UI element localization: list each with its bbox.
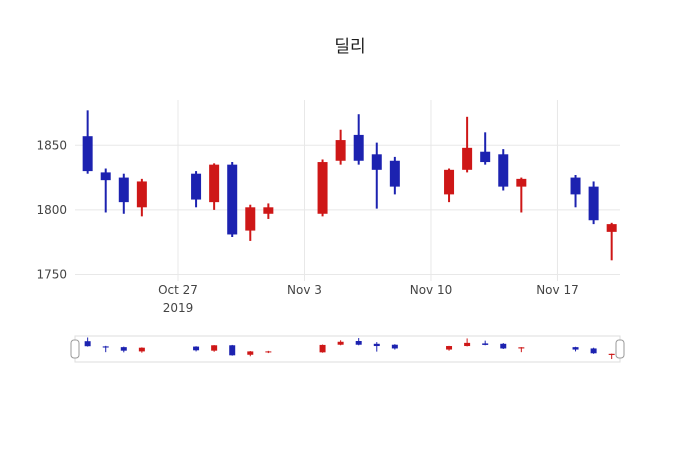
rangeslider-candle-body bbox=[482, 343, 489, 345]
rangeslider-candle-body bbox=[102, 346, 109, 348]
rangeslider-candle-body bbox=[265, 351, 272, 353]
candle-body bbox=[389, 160, 400, 187]
candle-body bbox=[588, 186, 599, 221]
rangeslider-handle-right[interactable] bbox=[615, 339, 625, 359]
rangeslider-candle-body bbox=[464, 342, 471, 347]
candle-body bbox=[335, 140, 346, 161]
y-tick-label: 1800 bbox=[36, 203, 67, 217]
candle-body bbox=[462, 147, 473, 170]
y-tick-label: 1750 bbox=[36, 268, 67, 282]
rangeslider-candle-body bbox=[337, 341, 344, 345]
rangeslider-candle-body bbox=[590, 348, 597, 354]
candle-body bbox=[209, 164, 220, 203]
candle-body bbox=[263, 207, 274, 214]
x-tick-label: Nov 17 bbox=[536, 283, 579, 297]
rangeslider-candle-body bbox=[355, 341, 362, 345]
x-tick-label: Nov 3 bbox=[287, 283, 322, 297]
rangeslider-candle-body bbox=[608, 353, 615, 355]
rangeslider-candle-body bbox=[572, 347, 579, 350]
rangeslider-candle-body bbox=[120, 347, 127, 351]
candle-body bbox=[516, 178, 527, 187]
candle-body bbox=[227, 164, 238, 235]
rangeslider-candle-body bbox=[446, 346, 453, 350]
x-tick-label: Oct 27 bbox=[158, 283, 198, 297]
candle-body bbox=[606, 224, 617, 232]
rangeslider-candle-body bbox=[391, 344, 398, 349]
rangeslider-candle-body bbox=[319, 344, 326, 353]
chart-title: 딜리 bbox=[334, 37, 366, 57]
rangeslider-candle-body bbox=[84, 341, 91, 347]
y-tick-label: 1850 bbox=[36, 138, 67, 152]
x-tick-sublabel: 2019 bbox=[163, 301, 194, 315]
candle-body bbox=[82, 136, 93, 172]
rangeslider-candle-body bbox=[138, 347, 145, 352]
candle-body bbox=[100, 172, 111, 181]
x-tick-label: Nov 10 bbox=[410, 283, 453, 297]
rangeslider-candle-body bbox=[500, 343, 507, 349]
candle-body bbox=[371, 154, 382, 170]
candle-body bbox=[136, 181, 147, 208]
candle-body bbox=[353, 134, 364, 161]
rangeslider-candle-body bbox=[373, 343, 380, 347]
candle-body bbox=[191, 173, 202, 200]
candle-body bbox=[444, 169, 455, 195]
rangeslider-candle-body bbox=[193, 346, 200, 351]
candle-body bbox=[245, 207, 256, 231]
rangeslider-candle-body bbox=[518, 347, 525, 349]
rangeslider-candle-body bbox=[247, 351, 254, 355]
candle-body bbox=[480, 151, 491, 163]
candle-body bbox=[118, 177, 129, 203]
rangeslider-track[interactable] bbox=[74, 335, 621, 363]
rangeslider-candle-body bbox=[211, 345, 218, 351]
candle-body bbox=[570, 177, 581, 195]
rangeslider-handle-left[interactable] bbox=[70, 339, 80, 359]
candle-body bbox=[498, 154, 509, 187]
rangeslider-candle-body bbox=[229, 345, 236, 356]
candle-body bbox=[317, 162, 328, 214]
